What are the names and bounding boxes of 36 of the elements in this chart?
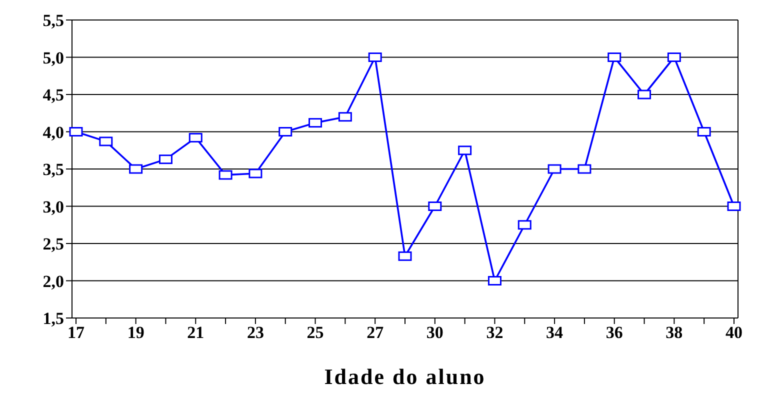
x-tick-label: 21 bbox=[187, 323, 204, 342]
x-tick-label: 27 bbox=[366, 323, 384, 342]
x-tick-label: 34 bbox=[546, 323, 564, 342]
y-tick-label: 3,0 bbox=[42, 197, 64, 216]
x-tick-label: 25 bbox=[306, 323, 324, 342]
point bbox=[188, 132, 202, 142]
y-tick-label: 2,5 bbox=[42, 234, 64, 254]
y-tick-label: 5,5 bbox=[42, 11, 64, 30]
point bbox=[218, 170, 232, 180]
point bbox=[548, 164, 562, 174]
x-tick-label: 23 bbox=[246, 323, 264, 342]
point bbox=[158, 154, 172, 164]
x-tick-label: 36 bbox=[606, 323, 623, 342]
point bbox=[99, 136, 113, 146]
y-tick-label: 3,5 bbox=[42, 160, 64, 180]
point bbox=[398, 251, 412, 261]
y-tick-label: 4,0 bbox=[42, 122, 64, 142]
point bbox=[248, 168, 262, 178]
x-axis-title: Idade do aluno bbox=[324, 364, 486, 389]
x-tick-label: 19 bbox=[127, 323, 144, 342]
y-tick-label: 4,5 bbox=[42, 86, 64, 105]
x-tick-label: 17 bbox=[68, 323, 85, 342]
y-tick-label: 5,0 bbox=[42, 48, 64, 68]
x-tick-label: 32 bbox=[486, 323, 504, 342]
x-tick-label: 30 bbox=[426, 323, 444, 342]
point bbox=[638, 90, 652, 100]
point bbox=[578, 164, 592, 174]
y-tick-label: 1,5 bbox=[42, 309, 64, 328]
x-tick-label: 38 bbox=[666, 323, 683, 342]
point bbox=[338, 112, 352, 122]
point bbox=[129, 164, 143, 174]
point bbox=[518, 220, 532, 230]
x-tick-label: 40 bbox=[726, 323, 742, 342]
point bbox=[458, 146, 472, 156]
point bbox=[308, 118, 322, 128]
y-tick-label: 2,0 bbox=[42, 272, 64, 291]
